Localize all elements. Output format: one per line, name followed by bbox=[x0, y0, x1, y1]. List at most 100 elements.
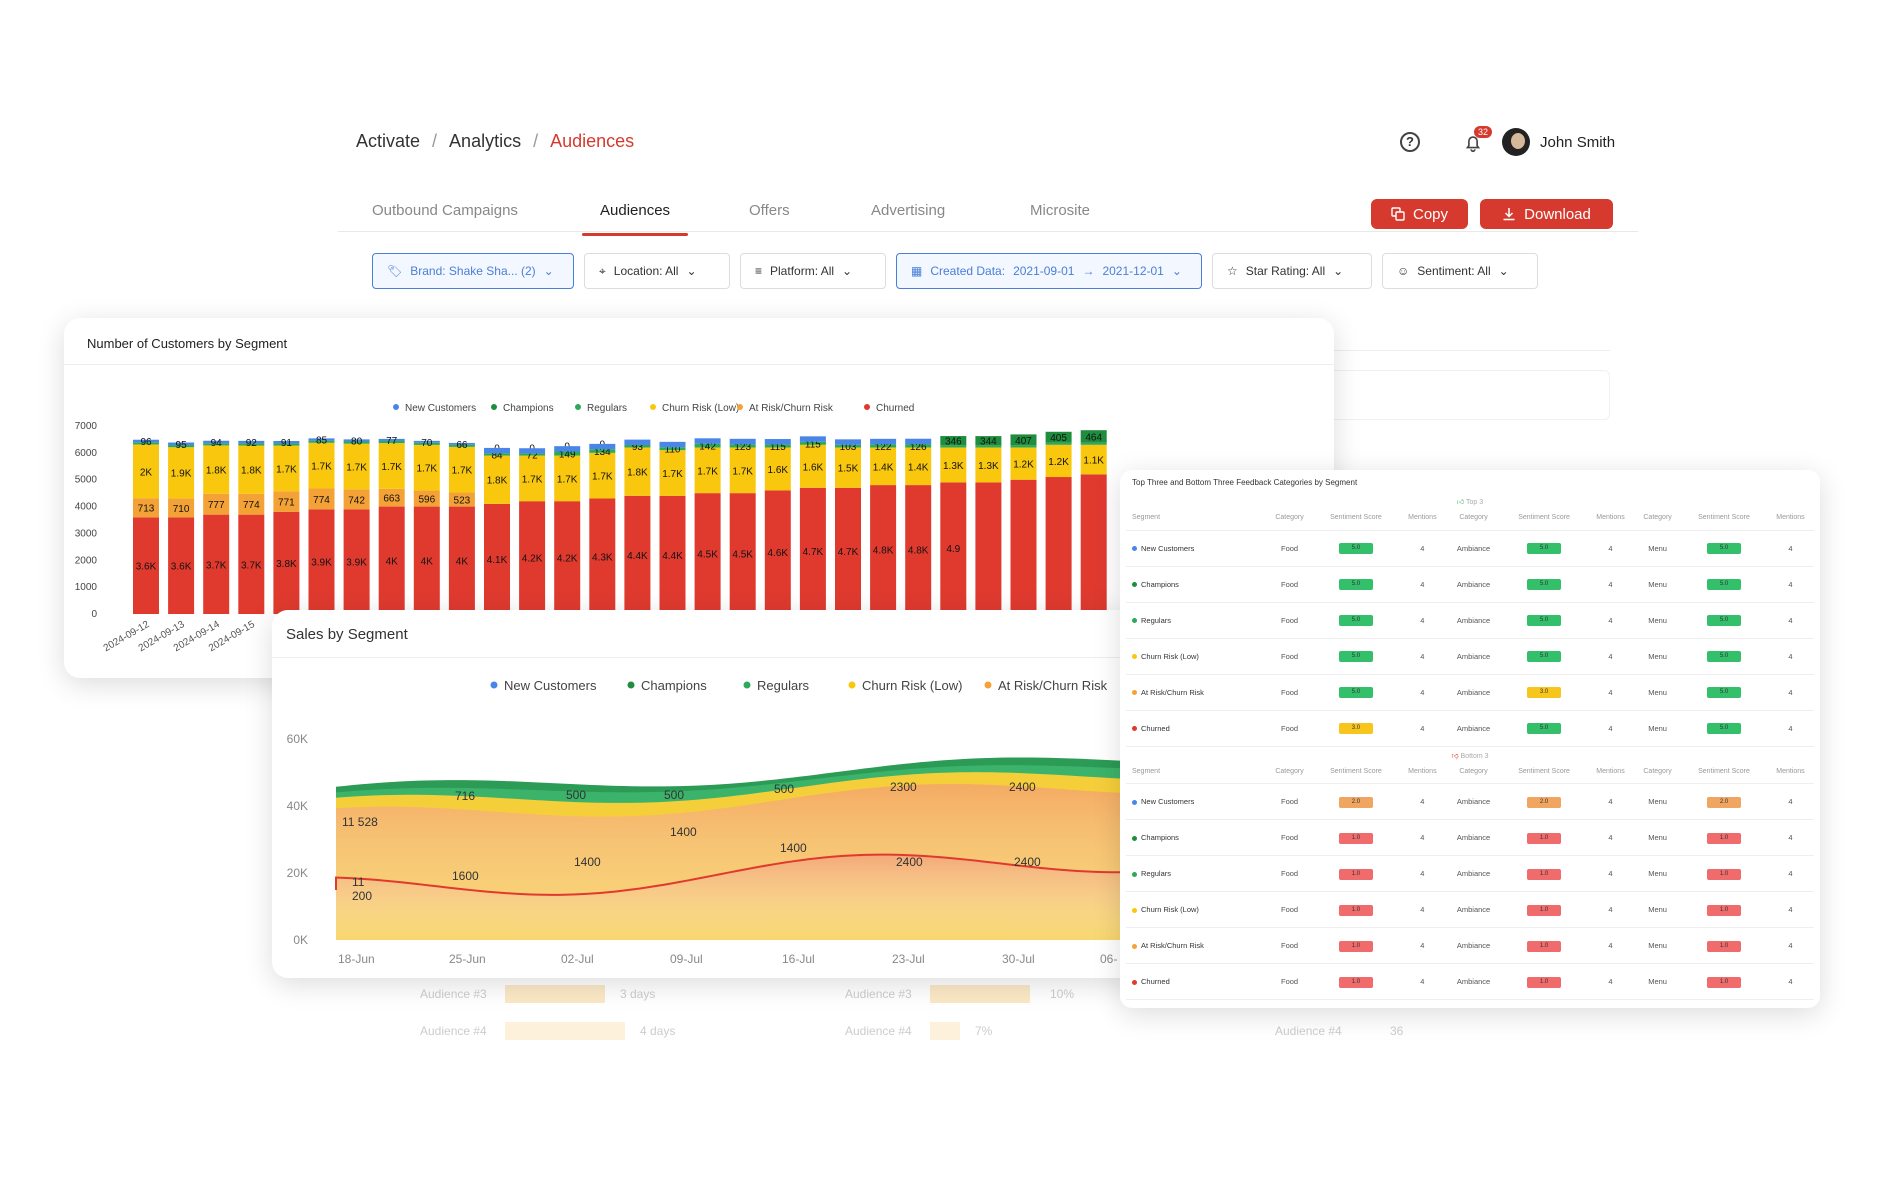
bar-value-label: 710 bbox=[173, 504, 190, 515]
column-header: Sentiment Score bbox=[1313, 759, 1399, 784]
bar-segment bbox=[589, 449, 616, 453]
score-cell: 1.0 bbox=[1501, 819, 1587, 856]
legend-label: Champions bbox=[641, 678, 707, 693]
bar-segment bbox=[940, 482, 967, 614]
sentiment-filter[interactable]: ☺ Sentiment: All ⌄ bbox=[1382, 253, 1538, 289]
ghost-text: 36 bbox=[1390, 1024, 1404, 1038]
category-cell: Food bbox=[1266, 819, 1314, 856]
bar-value-label: 4.5K bbox=[732, 550, 753, 561]
score-cell: 1.0 bbox=[1501, 891, 1587, 928]
copy-button[interactable]: Copy bbox=[1371, 199, 1468, 229]
category-cell: Menu bbox=[1634, 819, 1682, 856]
table-row: At Risk/Churn Risk Food 1.0 4 Ambiance 1.0 4 Me… bbox=[1126, 927, 1814, 964]
category-cell: Ambiance bbox=[1445, 674, 1502, 711]
tab-outbound-campaigns[interactable]: Outbound Campaigns bbox=[372, 202, 518, 219]
x-tick-label: 02-Jul bbox=[561, 952, 594, 966]
score-cell: 1.0 bbox=[1681, 963, 1767, 1000]
table-row: New Customers Food 2.0 4 Ambiance 2.0 4 Menu 2.0… bbox=[1126, 783, 1814, 820]
chart-title: Sales by Segment bbox=[286, 626, 408, 643]
bar-value-label: 774 bbox=[243, 500, 260, 511]
tab-advertising[interactable]: Advertising bbox=[871, 202, 946, 219]
bar-segment bbox=[835, 487, 861, 614]
location-pin-icon: ⌖ bbox=[599, 263, 606, 278]
location-filter[interactable]: ⌖ Location: All ⌄ bbox=[584, 253, 730, 289]
score-cell: 5.0 bbox=[1501, 530, 1587, 567]
bar-segment bbox=[448, 446, 475, 493]
bar-segment bbox=[133, 442, 159, 445]
top-3-label: 👍︎ Top 3 bbox=[1456, 499, 1484, 506]
sentiment-score-badge: 1.0 bbox=[1338, 868, 1373, 880]
bar-segment bbox=[413, 440, 440, 443]
column-header: Segment bbox=[1126, 506, 1266, 531]
legend-label: New Customers bbox=[504, 678, 597, 693]
ghost-text: Audience #3 bbox=[420, 987, 487, 1001]
brand-filter-label: Brand: Shake Sha... (2) bbox=[410, 264, 536, 278]
bar-value-label: 4.4K bbox=[662, 551, 683, 562]
bar-segment bbox=[905, 444, 932, 448]
bar-segment bbox=[624, 439, 651, 445]
y-tick-label: 7000 bbox=[75, 421, 98, 432]
category-cell: Menu bbox=[1634, 710, 1682, 747]
mentions-cell: 4 bbox=[1766, 530, 1814, 567]
y-tick-label: 0K bbox=[293, 933, 308, 947]
category-cell: Food bbox=[1266, 855, 1314, 892]
breadcrumb-activate[interactable]: Activate bbox=[356, 131, 421, 151]
breadcrumb-analytics[interactable]: Analytics bbox=[449, 131, 522, 151]
score-cell: 5.0 bbox=[1313, 674, 1399, 711]
download-button[interactable]: Download bbox=[1480, 199, 1613, 229]
chevron-down-icon: ⌄ bbox=[543, 264, 554, 278]
bar-segment bbox=[1010, 447, 1037, 480]
bar-segment bbox=[835, 447, 861, 488]
bar-value-label: 72 bbox=[527, 451, 539, 462]
download-label: Download bbox=[1524, 205, 1591, 223]
created-date-from: 2021-09-01 bbox=[1013, 264, 1075, 278]
star-icon: ☆ bbox=[1227, 264, 1238, 278]
mentions-cell: 4 bbox=[1398, 819, 1446, 856]
copy-icon bbox=[1391, 207, 1405, 221]
bar-segment bbox=[764, 447, 791, 491]
bar-segment bbox=[905, 485, 932, 614]
mentions-cell: 4 bbox=[1398, 710, 1446, 747]
bar-segment bbox=[659, 447, 686, 451]
user-name[interactable]: John Smith bbox=[1540, 134, 1616, 151]
column-header: Sentiment Score bbox=[1681, 506, 1767, 531]
bar-value-label: 4.9 bbox=[946, 544, 960, 555]
bar-value-label: 110 bbox=[665, 445, 681, 456]
column-header: Segment bbox=[1126, 759, 1266, 784]
star-rating-filter[interactable]: ☆ Star Rating: All ⌄ bbox=[1212, 253, 1372, 289]
tab-offers[interactable]: Offers bbox=[749, 202, 790, 219]
bar-value-label: 115 bbox=[805, 439, 821, 450]
created-date-to: 2021-12-01 bbox=[1102, 264, 1164, 278]
ghost-text: Audience #4 bbox=[1275, 1024, 1342, 1038]
notifications-button[interactable]: 32 bbox=[1462, 126, 1493, 159]
mentions-cell: 4 bbox=[1766, 602, 1814, 639]
bar-value-label: 91 bbox=[281, 438, 293, 449]
platform-filter[interactable]: ≡ Platform: All ⌄ bbox=[740, 253, 886, 289]
segment-cell: Churned bbox=[1126, 963, 1266, 1000]
tab-microsite[interactable]: Microsite bbox=[1030, 202, 1091, 219]
created-date-filter[interactable]: ▦ Created Data: 2021-09-01 → 2021-12-01 … bbox=[896, 253, 1202, 289]
score-cell: 5.0 bbox=[1501, 602, 1587, 639]
bottom-3-label: 👎︎ Bottom 3 bbox=[1451, 752, 1489, 760]
thumbs-up-icon: 👍︎ bbox=[1456, 499, 1465, 506]
created-date-label: Created Data: bbox=[930, 264, 1006, 278]
bar-segment bbox=[273, 443, 300, 446]
tab-audiences[interactable]: Audiences bbox=[581, 202, 689, 236]
bar-value-label: 4.7K bbox=[838, 547, 859, 558]
brand-filter[interactable]: 🏷︎ Brand: Shake Sha... (2) ⌄ bbox=[372, 253, 574, 289]
bar-segment bbox=[764, 439, 791, 445]
segment-cell: Churn Risk (Low) bbox=[1126, 891, 1266, 928]
sentiment-score-badge: 1.0 bbox=[1338, 940, 1373, 952]
x-tick-label: 30-Jul bbox=[1002, 952, 1035, 966]
avatar[interactable] bbox=[1502, 128, 1530, 156]
mentions-cell: 4 bbox=[1586, 855, 1635, 892]
category-cell: Food bbox=[1266, 674, 1314, 711]
mentions-cell: 4 bbox=[1586, 530, 1635, 567]
bar-segment bbox=[1045, 442, 1072, 445]
help-icon[interactable]: ? bbox=[1400, 132, 1420, 152]
column-header: Category bbox=[1634, 759, 1682, 784]
legend-marker bbox=[864, 404, 870, 410]
bar-value-label: 3.9K bbox=[311, 558, 332, 569]
bar-segment bbox=[589, 443, 616, 450]
feedback-categories-card: Top Three and Bottom Three Feedback Cate… bbox=[1120, 470, 1820, 1008]
